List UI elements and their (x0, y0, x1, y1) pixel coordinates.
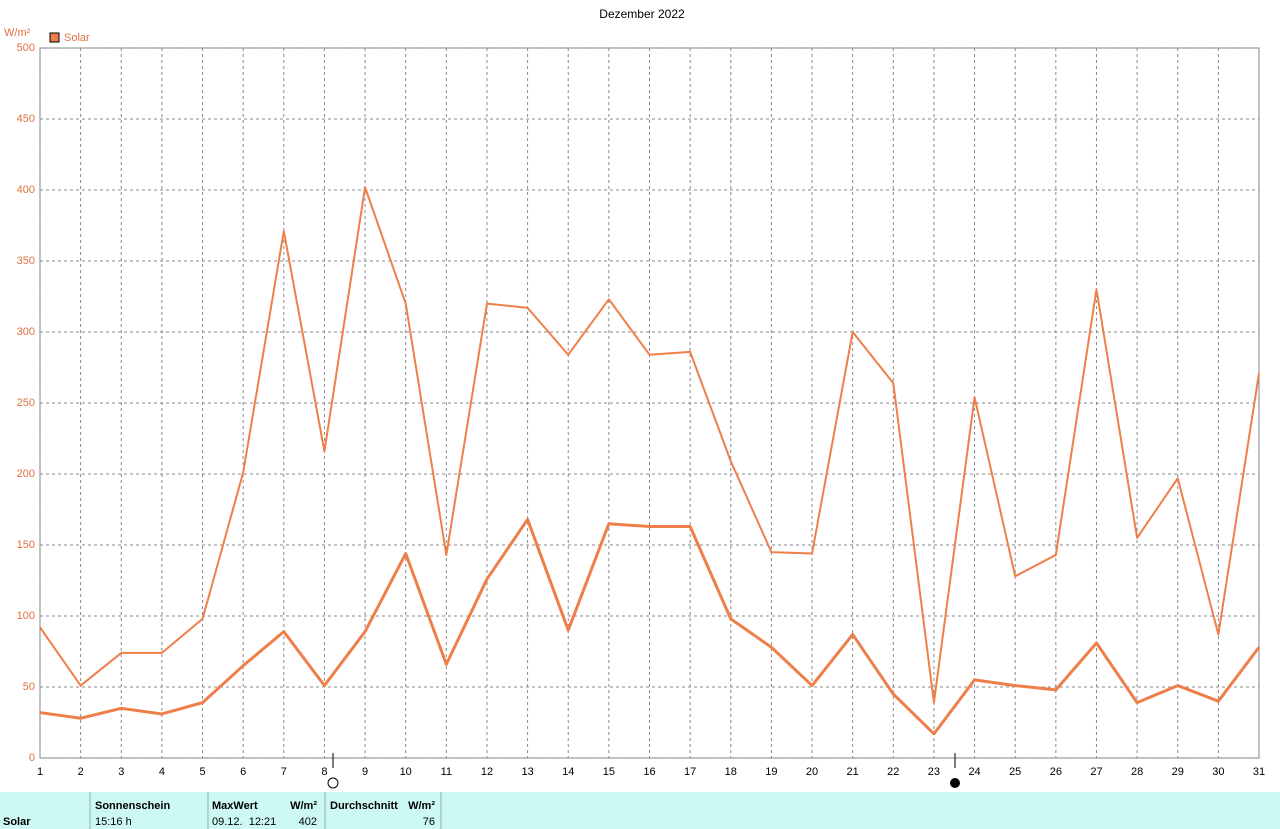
chart-title: Dezember 2022 (599, 7, 685, 21)
x-tick-label: 10 (400, 766, 412, 778)
x-tick-label: 25 (1009, 766, 1021, 778)
x-tick-label: 23 (928, 766, 940, 778)
full-moon (327, 777, 339, 789)
x-tick-label: 31 (1253, 766, 1265, 778)
x-tick-label: 30 (1212, 766, 1224, 778)
y-tick-label: 400 (17, 184, 35, 196)
x-tick-label: 1 (37, 766, 43, 778)
x-tick-label: 16 (643, 766, 655, 778)
x-tick-label: 3 (118, 766, 124, 778)
x-tick-label: 5 (199, 766, 205, 778)
x-tick-label: 26 (1050, 766, 1062, 778)
x-tick-label: 13 (521, 766, 533, 778)
new-moon (950, 778, 960, 788)
x-tick-label: 27 (1090, 766, 1102, 778)
table-header: Sonnenschein (95, 800, 170, 812)
x-tick-label: 21 (847, 766, 859, 778)
x-tick-label: 12 (481, 766, 493, 778)
x-tick-label: 6 (240, 766, 246, 778)
x-tick-label: 2 (78, 766, 84, 778)
y-tick-label: 200 (17, 468, 35, 480)
x-tick-label: 20 (806, 766, 818, 778)
table-bg (0, 792, 1280, 829)
x-tick-label: 24 (968, 766, 980, 778)
y-tick-label: 100 (17, 610, 35, 622)
table-header: W/m² (290, 800, 317, 812)
x-tick-label: 7 (281, 766, 287, 778)
table-row-label: Solar (3, 816, 31, 828)
y-tick-label: 450 (17, 113, 35, 125)
x-tick-label: 9 (362, 766, 368, 778)
table-cell: 76 (423, 816, 435, 828)
x-tick-label: 14 (562, 766, 574, 778)
y-axis-label: W/m² (4, 27, 31, 39)
y-tick-label: 50 (23, 681, 35, 693)
line (39, 517, 1261, 736)
y-tick-label: 350 (17, 255, 35, 267)
x-tick-label: 22 (887, 766, 899, 778)
line (39, 186, 1260, 704)
x-tick-label: 17 (684, 766, 696, 778)
table-header: Durchschnitt (330, 800, 398, 812)
table-lines (89, 792, 442, 829)
legend-label: Solar (64, 32, 90, 44)
x-tick-label: 4 (159, 766, 165, 778)
table-cell: 09.12. 12:21 (212, 816, 276, 828)
x-tick-label: 19 (765, 766, 777, 778)
y-tick-label: 500 (17, 42, 35, 54)
table-cell: 402 (299, 816, 317, 828)
x-tick-label: 18 (725, 766, 737, 778)
table-header: MaxWert (212, 800, 258, 812)
y-tick-label: 0 (29, 752, 35, 764)
x-tick-label: 15 (603, 766, 615, 778)
legend-swatch (49, 32, 60, 43)
x-tick-label: 8 (321, 766, 327, 778)
y-tick-label: 250 (17, 397, 35, 409)
y-tick-label: 150 (17, 539, 35, 551)
table-header: W/m² (408, 800, 435, 812)
table-cell: 15:16 h (95, 816, 132, 828)
x-tick-label: 29 (1172, 766, 1184, 778)
x-tick-label: 28 (1131, 766, 1143, 778)
x-tick-label: 11 (441, 766, 452, 778)
y-tick-label: 300 (17, 326, 35, 338)
